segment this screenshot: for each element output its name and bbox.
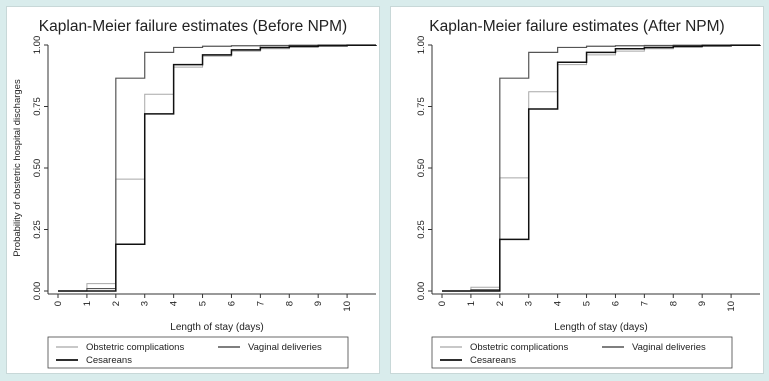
y-tick-label: 0.50 xyxy=(416,159,427,178)
legend-label-vaginal-deliveries: Vaginal deliveries xyxy=(248,342,322,353)
legend: Obstetric complications Vaginal deliverie… xyxy=(431,336,733,369)
y-tick-label: 0.00 xyxy=(416,282,427,301)
panel-border xyxy=(6,6,380,374)
x-tick-label: 9 xyxy=(313,301,324,306)
x-tick-label: 10 xyxy=(342,301,353,312)
x-tick-label: 8 xyxy=(284,301,295,306)
x-tick-label: 8 xyxy=(668,301,679,306)
chart-title: Kaplan-Meier failure estimates (After NP… xyxy=(429,18,724,35)
legend-label-cesareans: Cesareans xyxy=(86,355,132,366)
y-tick-label: 0.25 xyxy=(416,220,427,239)
x-tick-label: 6 xyxy=(226,301,237,306)
x-tick-label: 3 xyxy=(140,301,151,306)
x-tick-label: 0 xyxy=(53,301,64,306)
x-tick-label: 5 xyxy=(582,301,593,306)
chart-title: Kaplan-Meier failure estimates (Before N… xyxy=(39,18,347,35)
legend: Obstetric complications Vaginal deliverie… xyxy=(47,336,349,369)
x-tick-label: 7 xyxy=(255,301,266,306)
x-tick-label: 4 xyxy=(553,301,564,306)
y-tick-label: 1.00 xyxy=(32,36,43,55)
series-line-obstetric-complications xyxy=(442,44,761,292)
legend-label-cesareans: Cesareans xyxy=(470,355,516,366)
y-tick-label: 0.75 xyxy=(32,97,43,116)
x-tick-label: 1 xyxy=(466,301,477,306)
x-tick-label: 0 xyxy=(437,301,448,306)
legend-label-obstetric-complications: Obstetric complications xyxy=(470,342,568,353)
x-tick-label: 6 xyxy=(610,301,621,306)
chart-panel-before-npm: Kaplan-Meier failure estimates (Before N… xyxy=(6,6,380,374)
x-tick-label: 2 xyxy=(495,301,506,306)
x-axis-label: Length of stay (days) xyxy=(554,322,647,333)
x-tick-label: 4 xyxy=(169,301,180,306)
series-line-obstetric-complications xyxy=(58,44,377,292)
x-tick-label: 7 xyxy=(639,301,650,306)
x-tick-label: 9 xyxy=(697,301,708,306)
y-tick-label: 0.25 xyxy=(32,220,43,239)
legend-label-vaginal-deliveries: Vaginal deliveries xyxy=(632,342,706,353)
x-tick-label: 5 xyxy=(198,301,209,306)
series-line-cesareans xyxy=(58,44,377,292)
km-chart-before-npm: Kaplan-Meier failure estimates (Before N… xyxy=(6,6,380,374)
y-tick-label: 0.50 xyxy=(32,159,43,178)
x-axis-label: Length of stay (days) xyxy=(170,322,263,333)
y-axis-label: Probability of obstetric hospital discha… xyxy=(12,79,23,257)
chart-panel-after-npm: Kaplan-Meier failure estimates (After NP… xyxy=(390,6,764,374)
series-line-cesareans xyxy=(442,44,761,292)
y-tick-label: 1.00 xyxy=(416,36,427,55)
x-tick-label: 2 xyxy=(111,301,122,306)
y-tick-label: 0.75 xyxy=(416,97,427,116)
legend-label-obstetric-complications: Obstetric complications xyxy=(86,342,184,353)
x-tick-label: 3 xyxy=(524,301,535,306)
panel-border xyxy=(390,6,764,374)
km-chart-after-npm: Kaplan-Meier failure estimates (After NP… xyxy=(390,6,764,374)
x-tick-label: 1 xyxy=(82,301,93,306)
series-line-vaginal-deliveries xyxy=(442,44,760,292)
legend-box xyxy=(47,336,349,369)
x-tick-label: 10 xyxy=(726,301,737,312)
y-tick-label: 0.00 xyxy=(32,282,43,301)
series-line-vaginal-deliveries xyxy=(58,44,376,292)
legend-box xyxy=(431,336,733,369)
